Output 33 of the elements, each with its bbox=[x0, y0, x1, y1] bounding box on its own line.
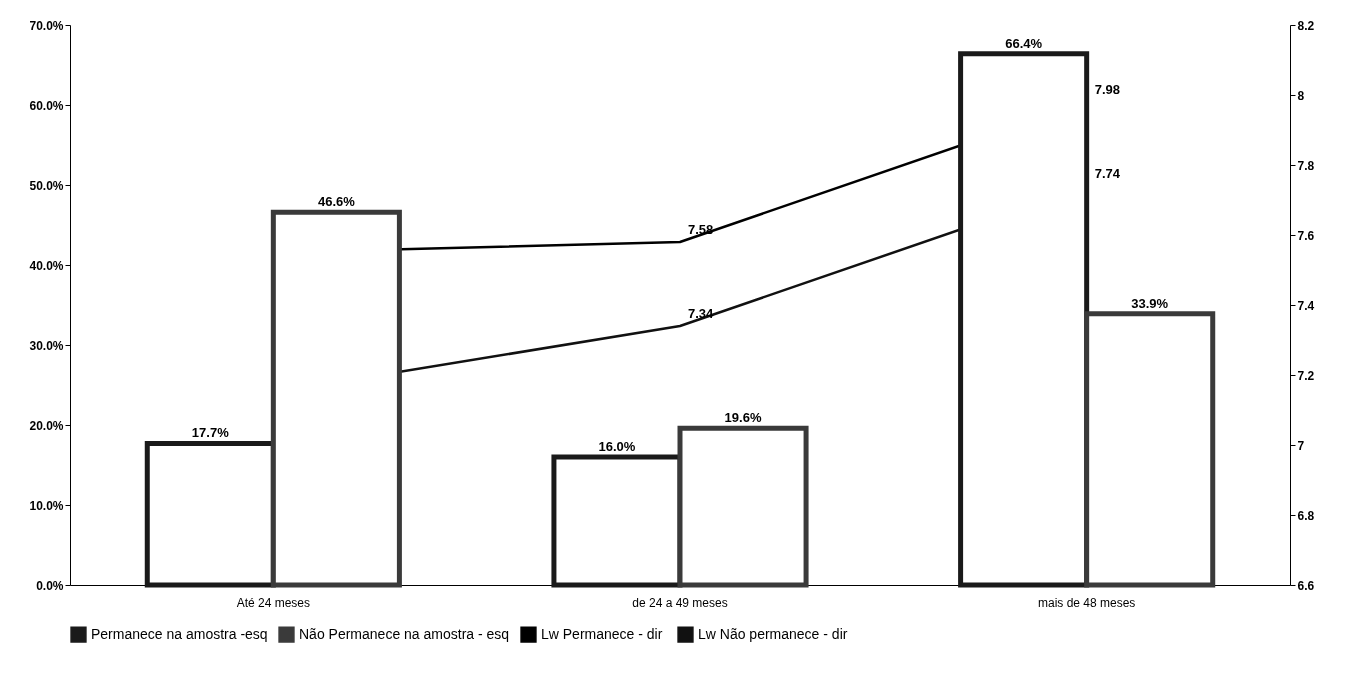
x-tick-label: de 24 a 49 meses bbox=[632, 595, 728, 610]
data-label: 7.74 bbox=[1094, 166, 1121, 181]
y2-tick-label: 7.6 bbox=[1297, 228, 1315, 243]
legend-label: Lw Não permanece - dir bbox=[698, 625, 848, 642]
data-label: 33.9% bbox=[1131, 295, 1169, 311]
legend-label: Lw Permanece - dir bbox=[541, 625, 663, 642]
legend-label: Não Permanece na amostra - esq bbox=[299, 625, 510, 642]
data-label: 7.34 bbox=[688, 306, 715, 321]
y2-tick-label: 8.2 bbox=[1297, 18, 1315, 33]
y-tick-label: 30.0% bbox=[29, 338, 64, 353]
data-label: 46.6% bbox=[317, 194, 356, 210]
y2-tick-label: 7 bbox=[1297, 438, 1305, 453]
data-label: 16.0% bbox=[598, 439, 636, 454]
data-label: 66.4% bbox=[1005, 35, 1043, 51]
y-tick-label: 10.0% bbox=[29, 498, 64, 513]
y2-tick-label: 7.4 bbox=[1297, 298, 1315, 313]
y2-tick-label: 8 bbox=[1297, 88, 1305, 103]
y2-tick-label: 7.2 bbox=[1297, 368, 1315, 383]
data-label: 7.98 bbox=[1094, 82, 1120, 97]
x-tick-label: Até 24 meses bbox=[236, 595, 311, 610]
y-tick-label: 40.0% bbox=[29, 258, 64, 273]
legend-label: Permanece na amostra -esq bbox=[91, 625, 268, 642]
data-label: 19.6% bbox=[724, 410, 762, 426]
y-tick-label: 60.0% bbox=[29, 98, 64, 113]
y-tick-label: 20.0% bbox=[29, 418, 64, 433]
y-tick-label: 0.0% bbox=[36, 578, 64, 593]
y2-tick-label: 6.6 bbox=[1297, 578, 1315, 593]
y2-tick-label: 7.8 bbox=[1297, 158, 1315, 173]
y-tick-label: 70.0% bbox=[29, 18, 64, 33]
x-tick-label: mais de 48 meses bbox=[1037, 595, 1136, 610]
y2-tick-label: 6.8 bbox=[1297, 508, 1315, 523]
data-label: 17.7% bbox=[191, 425, 230, 441]
y-tick-label: 50.0% bbox=[29, 178, 64, 193]
